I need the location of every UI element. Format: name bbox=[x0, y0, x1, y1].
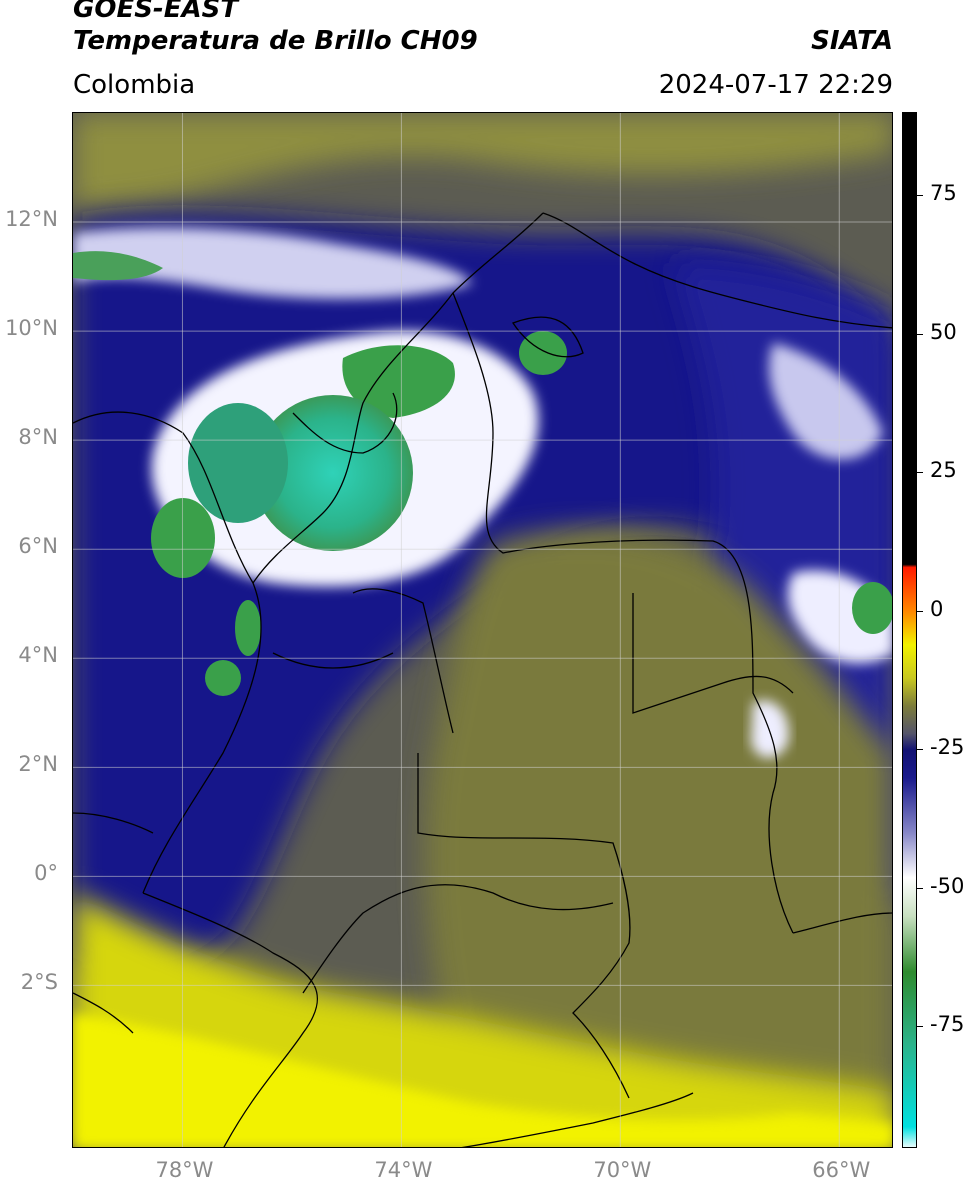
satellite-map[interactable] bbox=[72, 112, 893, 1148]
lon-tick-label: 74°W bbox=[374, 1158, 433, 1182]
colorbar-tick bbox=[917, 887, 923, 889]
colorbar-tick-label: 25 bbox=[930, 458, 957, 483]
colorbar-tick bbox=[917, 333, 923, 335]
lat-tick-label: 4°N bbox=[18, 643, 58, 668]
lon-tick-label: 70°W bbox=[593, 1158, 652, 1182]
colorbar-tick-label: 0 bbox=[930, 596, 944, 621]
region-label: Colombia bbox=[73, 70, 196, 100]
convective-cell-southwest bbox=[151, 498, 215, 578]
colorbar-tick bbox=[917, 472, 923, 474]
colorbar-tick bbox=[917, 195, 923, 197]
convective-cell-small bbox=[235, 600, 261, 656]
colorbar-tick-label: -75 bbox=[930, 1012, 965, 1037]
colorbar-tick bbox=[917, 749, 923, 751]
warm-field-south-core bbox=[73, 1013, 892, 1147]
convective-cell-north bbox=[342, 345, 455, 418]
lat-tick-label: 6°N bbox=[18, 534, 58, 559]
colorbar-tick-label: -50 bbox=[930, 873, 965, 898]
convective-cell-lake bbox=[519, 331, 567, 375]
colorbar-tick-label: 75 bbox=[930, 181, 957, 206]
lat-tick-label: 2°S bbox=[20, 970, 58, 995]
timestamp-label: 2024-07-17 22:29 bbox=[658, 70, 893, 100]
colorbar-tick-label: -25 bbox=[930, 735, 965, 760]
convective-cell-west bbox=[188, 403, 288, 523]
lat-tick-label: 12°N bbox=[5, 207, 58, 232]
product-title: Temperatura de Brillo CH09 bbox=[73, 26, 478, 56]
cloud-streak-north bbox=[73, 227, 473, 299]
convective-core bbox=[253, 395, 413, 551]
lon-tick-label: 66°W bbox=[812, 1158, 871, 1182]
lat-tick-label: 10°N bbox=[5, 316, 58, 341]
convective-cell-small-2 bbox=[205, 660, 241, 696]
colorbar-tick bbox=[917, 610, 923, 612]
colorbar-tick bbox=[917, 1026, 923, 1028]
lat-tick-label: 8°N bbox=[18, 425, 58, 450]
satellite-title: GOES-EAST bbox=[73, 0, 239, 24]
colorbar-gradient bbox=[903, 113, 916, 1147]
agency-label: SIATA bbox=[811, 26, 893, 56]
cloud-cell-east-3 bbox=[751, 700, 789, 758]
colorbar-tick-label: 50 bbox=[930, 319, 957, 344]
olive-band-north bbox=[73, 113, 892, 213]
cloud-cell-east bbox=[769, 343, 883, 460]
convective-cell-east bbox=[852, 582, 892, 634]
lat-tick-label: 0° bbox=[34, 861, 58, 886]
convective-cell-northwest bbox=[73, 251, 163, 281]
map-image bbox=[73, 113, 892, 1147]
colorbar bbox=[902, 112, 917, 1148]
map-gridlines bbox=[73, 113, 892, 1147]
olive-field-southeast bbox=[425, 529, 892, 1147]
lon-tick-label: 78°W bbox=[155, 1158, 214, 1182]
lat-tick-label: 2°N bbox=[18, 752, 58, 777]
